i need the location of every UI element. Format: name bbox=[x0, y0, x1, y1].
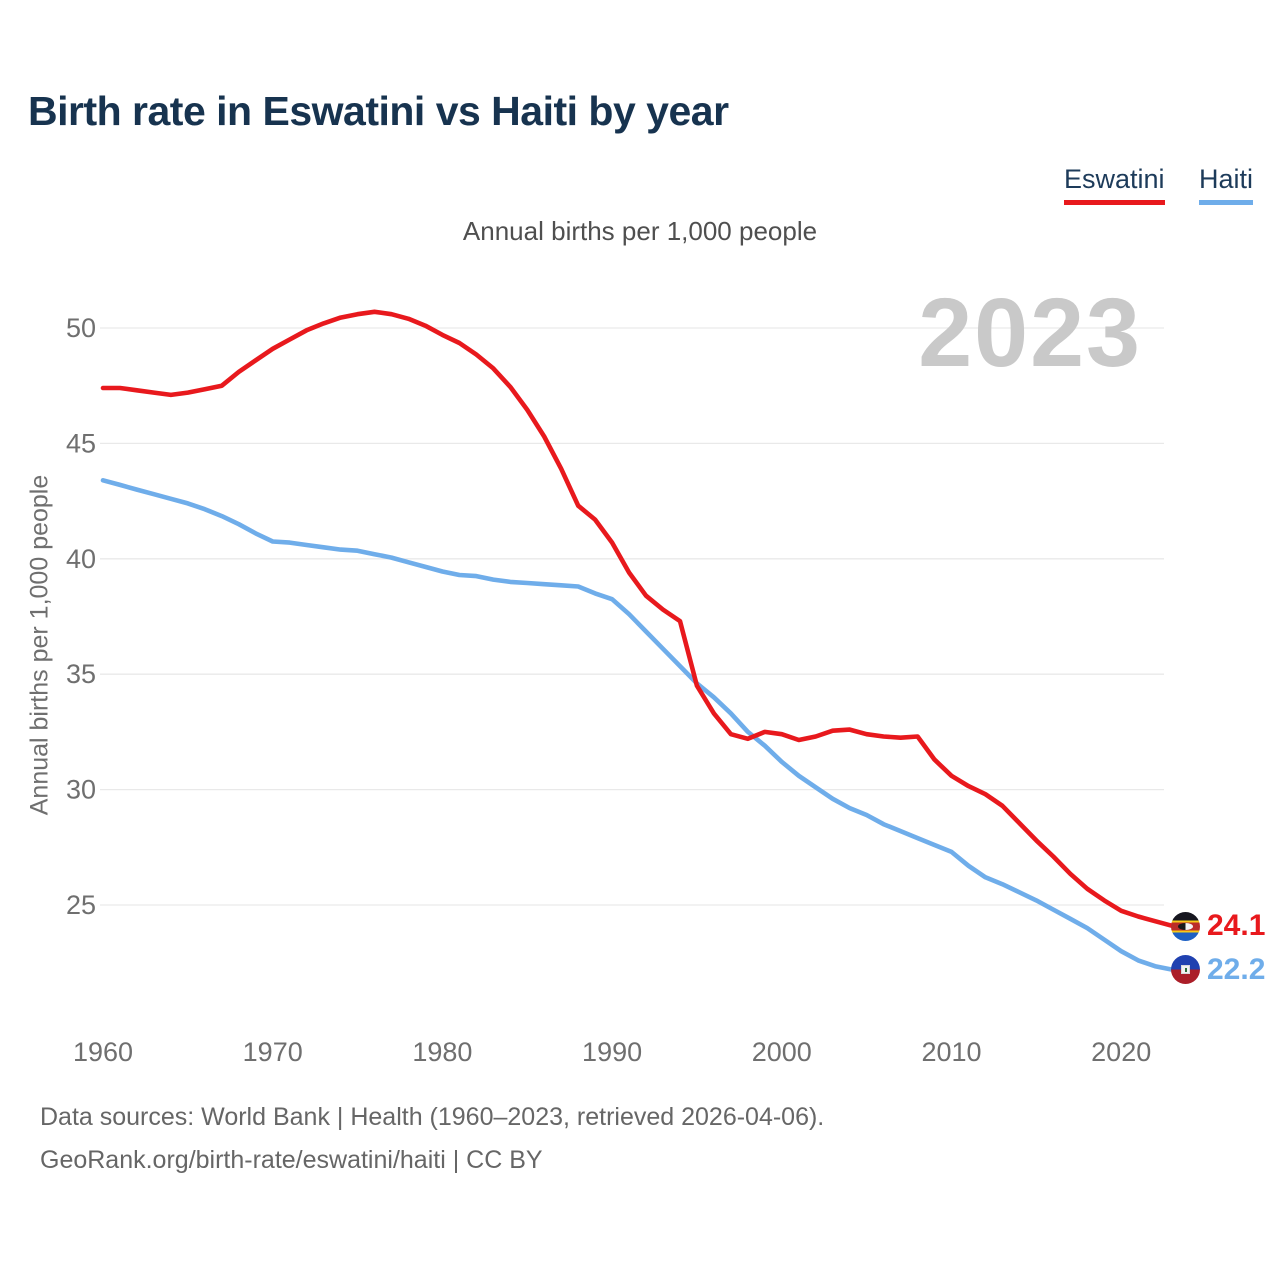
attribution-line: GeoRank.org/birth-rate/eswatini/haiti | … bbox=[40, 1146, 543, 1174]
y-axis-title: Annual births per 1,000 people bbox=[25, 474, 54, 816]
legend-item-eswatini[interactable]: Eswatini bbox=[1063, 164, 1165, 205]
y-tick-label: 25 bbox=[66, 890, 96, 920]
x-tick-label: 1970 bbox=[243, 1037, 303, 1067]
y-tick-label: 50 bbox=[66, 313, 96, 343]
page-title: Birth rate in Eswatini vs Haiti by year bbox=[28, 88, 729, 134]
x-tick-label: 1990 bbox=[582, 1037, 642, 1067]
y-tick-label: 30 bbox=[66, 775, 96, 805]
year-watermark: 2023 bbox=[918, 278, 1142, 387]
x-tick-label: 2010 bbox=[921, 1037, 981, 1067]
data-source-line: Data sources: World Bank | Health (1960–… bbox=[40, 1103, 825, 1131]
x-tick-label: 1960 bbox=[73, 1037, 133, 1067]
legend: Eswatini Haiti bbox=[1034, 164, 1253, 205]
x-tick-label: 2000 bbox=[752, 1037, 812, 1067]
haiti-flag-icon bbox=[1171, 955, 1200, 984]
haiti-end-value: 22.2 bbox=[1207, 953, 1266, 986]
eswatini-line bbox=[100, 309, 1175, 929]
x-tick-label: 2020 bbox=[1091, 1037, 1151, 1067]
chart-footer: Data sources: World Bank | Health (1960–… bbox=[40, 1096, 824, 1182]
y-tick-label: 40 bbox=[66, 544, 96, 574]
legend-item-haiti[interactable]: Haiti bbox=[1198, 164, 1253, 205]
haiti-line bbox=[100, 478, 1175, 972]
x-tick-label: 1980 bbox=[412, 1037, 472, 1067]
eswatini-end-value: 24.1 bbox=[1207, 909, 1266, 942]
chart-subtitle: Annual births per 1,000 people bbox=[462, 216, 818, 246]
eswatini-flag-icon bbox=[1171, 912, 1200, 941]
y-tick-label: 35 bbox=[66, 659, 96, 689]
y-tick-label: 45 bbox=[66, 428, 96, 458]
